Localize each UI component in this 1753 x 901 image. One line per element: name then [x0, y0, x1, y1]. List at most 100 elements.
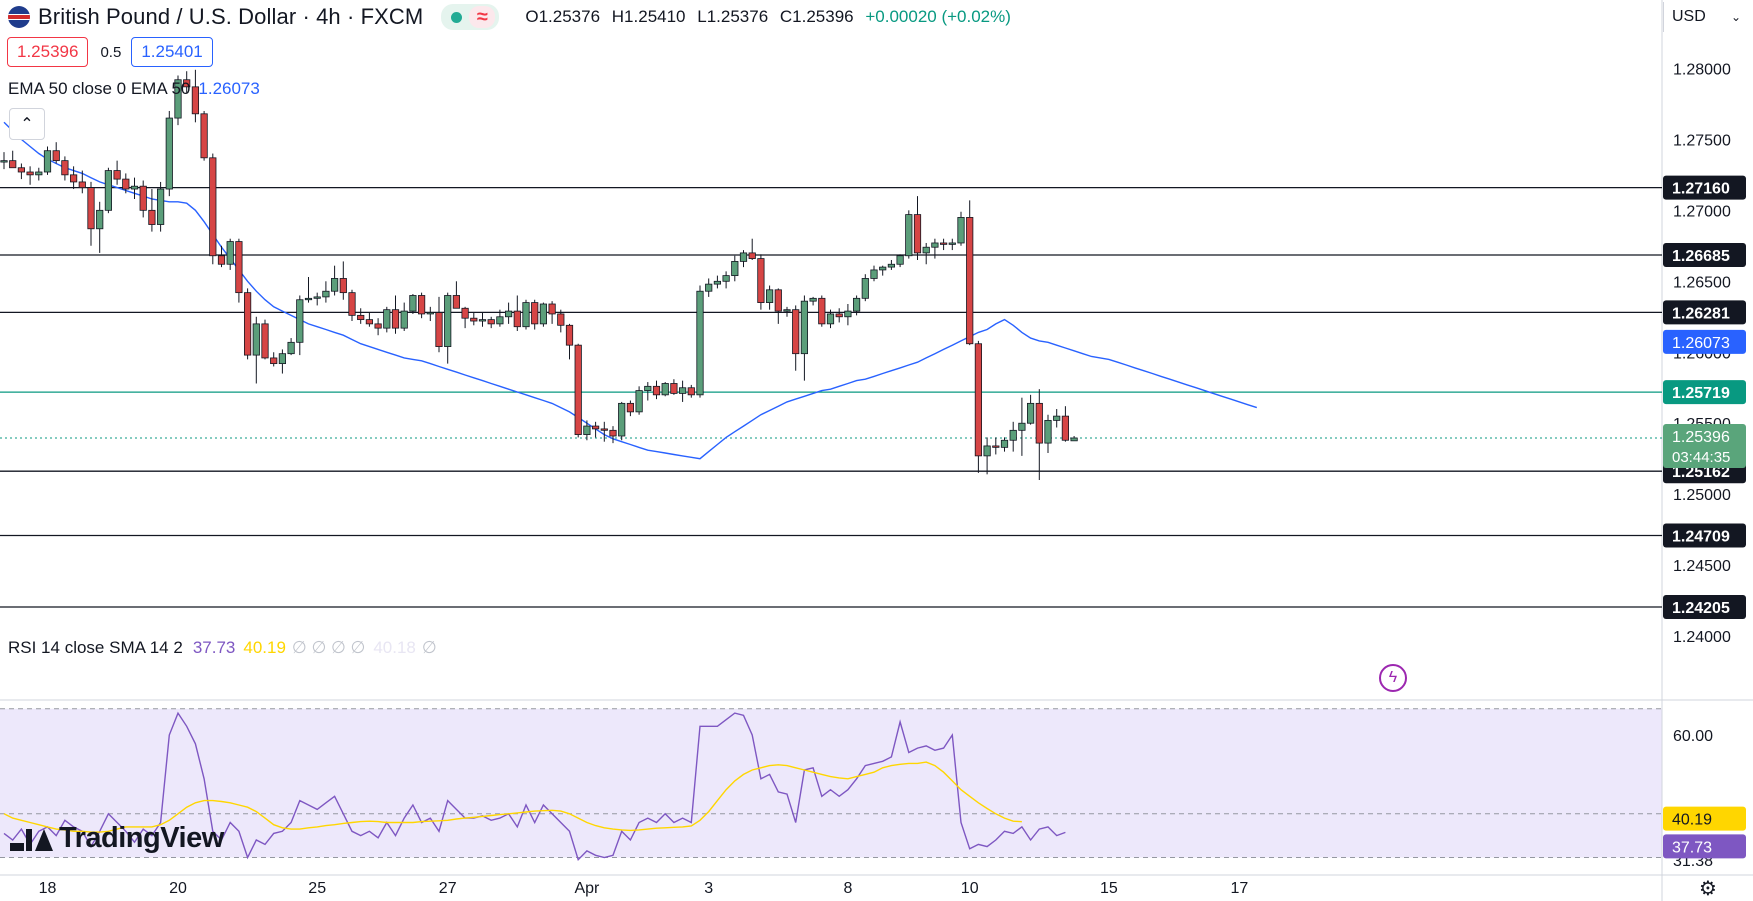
- candle: [774, 289, 782, 312]
- ema-legend-value: 1.26073: [198, 79, 260, 98]
- rsi-sma-legend-value: 40.19: [243, 638, 286, 657]
- level-price-tag: [1663, 175, 1746, 200]
- candle: [940, 242, 948, 245]
- bar-countdown-label: 03:44:35: [1672, 449, 1730, 466]
- rsi-legend-faint-value: 40.18: [373, 638, 416, 657]
- candle: [243, 292, 252, 356]
- ohlc-values: O1.25376 H1.25410 L1.25376 C1.25396 +0.0…: [525, 7, 1018, 27]
- candle: [209, 157, 217, 257]
- price-tick-label: 1.28000: [1673, 61, 1731, 78]
- candle: [696, 290, 704, 396]
- time-tick-label: 8: [843, 880, 852, 897]
- candle: [0, 160, 8, 163]
- candle: [61, 160, 69, 176]
- symbol-title[interactable]: British Pound / U.S. Dollar · 4h · FXCM: [38, 4, 424, 29]
- rsi-sma-tag: [1663, 806, 1746, 831]
- candle: [374, 323, 382, 329]
- level-price-label: 1.27160: [1672, 181, 1730, 198]
- candle: [800, 300, 809, 355]
- level-price-tag: [1663, 523, 1746, 548]
- ema-price-tag: [1663, 329, 1746, 354]
- candle: [235, 241, 243, 294]
- candle: [156, 188, 165, 225]
- candle: [400, 310, 408, 329]
- candle: [504, 310, 513, 318]
- candle: [435, 312, 443, 347]
- candle: [1000, 439, 1009, 448]
- time-tick-label: 15: [1100, 880, 1118, 897]
- candle: [43, 150, 52, 173]
- candle: [922, 246, 930, 254]
- candle: [731, 261, 739, 277]
- candle: [217, 255, 226, 265]
- candle: [165, 117, 173, 190]
- rsi-legend[interactable]: RSI 14 close SMA 14 2 37.73 40.19 ∅ ∅ ∅ …: [0, 633, 445, 663]
- candle: [661, 383, 669, 396]
- price-tick-label: 1.25000: [1673, 487, 1731, 504]
- candle: [565, 324, 574, 346]
- candle: [896, 255, 904, 265]
- time-tick-label: 10: [961, 880, 979, 897]
- level-price-label: 1.24709: [1672, 528, 1730, 545]
- candle: [383, 309, 391, 329]
- candle: [191, 86, 199, 115]
- price-tick-label: 1.27000: [1673, 203, 1731, 220]
- market-open-icon: [451, 11, 463, 23]
- lightning-icon[interactable]: ϟ: [1379, 664, 1407, 692]
- spread-value: 0.5: [100, 43, 122, 61]
- candle: [913, 214, 922, 254]
- candle: [574, 344, 582, 435]
- candle: [52, 150, 60, 162]
- candle: [592, 425, 600, 430]
- candle: [522, 302, 530, 328]
- rsi-tick-label: 60.00: [1673, 728, 1713, 745]
- candle: [487, 319, 495, 325]
- rsi-legend-label: RSI 14 close SMA 14 2: [8, 638, 183, 657]
- time-tick-label: Apr: [574, 880, 600, 897]
- tradingview-mark-icon: [10, 827, 53, 851]
- candle: [357, 314, 365, 321]
- candle: [461, 307, 469, 319]
- candle: [452, 295, 461, 309]
- candle: [304, 297, 313, 301]
- gear-icon[interactable]: ⚙: [1699, 878, 1717, 900]
- ema-legend[interactable]: EMA 50 close 0 EMA 50 1.26073: [8, 79, 260, 99]
- candle: [609, 429, 617, 437]
- candle: [96, 209, 104, 230]
- candle: [792, 309, 800, 355]
- rsi-line: [3, 711, 1066, 862]
- candle: [426, 312, 434, 315]
- candle: [1044, 419, 1052, 444]
- candle: [818, 297, 826, 325]
- candle: [1053, 415, 1061, 421]
- candle: [905, 214, 913, 257]
- candle: [557, 313, 565, 326]
- time-tick-label: 17: [1231, 880, 1249, 897]
- sell-button[interactable]: 1.25396: [7, 37, 89, 67]
- candle: [365, 319, 374, 325]
- candle: [183, 79, 191, 88]
- candle: [139, 185, 147, 211]
- rsi-legend-last-placeholder: ∅: [421, 638, 437, 657]
- ohlc-low: L1.25376: [697, 7, 769, 26]
- time-tick-label: 25: [308, 880, 326, 897]
- candle: [887, 263, 896, 268]
- collapse-legend-button[interactable]: ⌃: [9, 108, 45, 140]
- candle: [78, 181, 86, 189]
- candle: [113, 170, 121, 180]
- candle: [252, 323, 260, 356]
- candle: [35, 171, 43, 176]
- candle: [861, 278, 869, 299]
- ema-price-label: 1.26073: [1672, 335, 1730, 352]
- currency-select[interactable]: USD ⌄: [1663, 2, 1749, 32]
- rsi-legend-value: 37.73: [192, 638, 236, 657]
- candle: [948, 242, 956, 245]
- candle: [931, 242, 939, 248]
- market-status[interactable]: ≈: [441, 4, 500, 30]
- chevron-down-icon: ⌄: [1730, 10, 1741, 24]
- buy-button[interactable]: 1.25401: [131, 37, 213, 67]
- candle: [618, 402, 626, 437]
- candle: [1027, 402, 1035, 424]
- candle: [26, 171, 34, 176]
